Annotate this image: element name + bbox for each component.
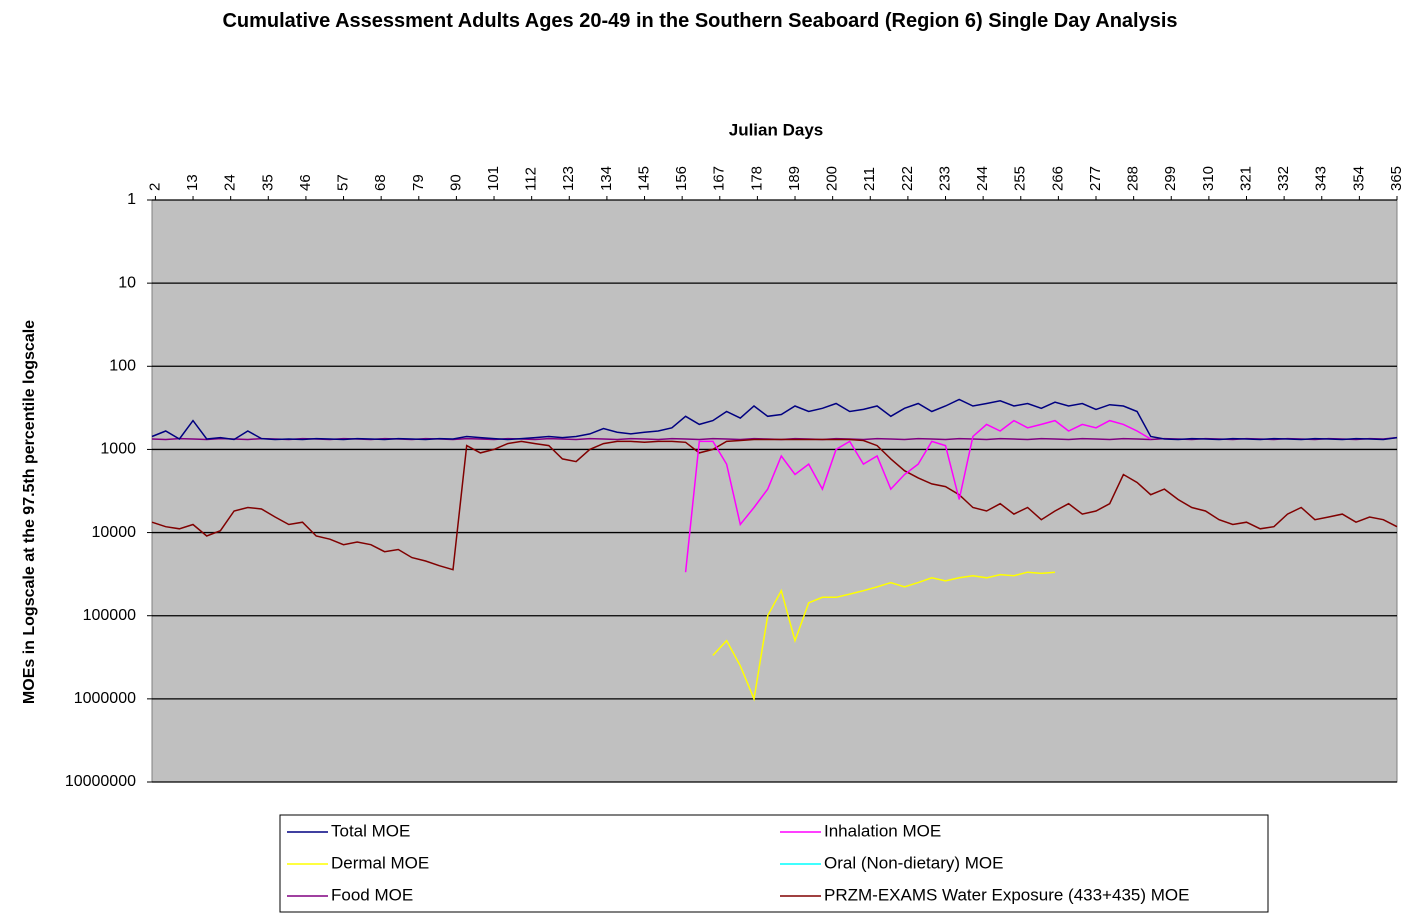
y-axis-title: MOEs in Logscale at the 97.5th percentil… xyxy=(21,320,38,704)
x-tick-label: 266 xyxy=(1049,166,1066,191)
x-tick-label: 200 xyxy=(824,166,841,191)
plot-area xyxy=(151,199,1398,783)
x-tick-label: 68 xyxy=(372,174,389,191)
x-tick-label: 233 xyxy=(936,166,953,191)
y-tick-label: 100000 xyxy=(83,607,136,624)
y-tick-label: 1000000 xyxy=(74,690,136,707)
x-tick-label: 222 xyxy=(899,166,916,191)
x-axis-title: Julian Days xyxy=(729,120,824,139)
x-tick-label: 354 xyxy=(1350,166,1367,191)
x-tick-label: 46 xyxy=(297,174,314,191)
x-tick-label: 2 xyxy=(146,183,163,191)
legend-label: Total MOE xyxy=(331,821,410,840)
chart-title: Cumulative Assessment Adults Ages 20-49 … xyxy=(222,10,1178,32)
x-tick-label: 35 xyxy=(259,174,276,191)
x-tick-label: 79 xyxy=(410,174,427,191)
legend-label: PRZM-EXAMS Water Exposure (433+435) MOE xyxy=(824,885,1189,904)
y-tick-label: 10000000 xyxy=(65,773,136,790)
x-tick-label: 13 xyxy=(184,174,201,191)
x-tick-label: 211 xyxy=(861,167,878,191)
x-tick-label: 343 xyxy=(1313,166,1330,191)
title-box: Cumulative Assessment Adults Ages 20-49 … xyxy=(222,10,1178,32)
x-tick-label: 178 xyxy=(748,166,765,191)
x-tick-label: 156 xyxy=(673,166,690,191)
x-tick-label: 288 xyxy=(1125,166,1142,191)
x-tick-label: 299 xyxy=(1162,166,1179,191)
x-tick-label: 101 xyxy=(485,166,502,191)
series-line xyxy=(151,438,1398,571)
legend-label: Oral (Non-dietary) MOE xyxy=(824,853,1003,872)
y-tick-label: 1 xyxy=(127,191,136,208)
y-tick-label: 100 xyxy=(109,358,136,375)
x-tick-label: 134 xyxy=(598,166,615,191)
series-line xyxy=(151,398,1398,441)
legend-label: Inhalation MOE xyxy=(824,821,941,840)
x-tick-label: 277 xyxy=(1087,166,1104,191)
x-tick-label: 57 xyxy=(335,174,352,191)
y-tick-label: 1000 xyxy=(100,441,136,458)
x-tick-label: 310 xyxy=(1200,166,1217,191)
series-line xyxy=(684,419,1152,573)
y-tick-label: 10 xyxy=(118,274,136,291)
legend-label: Dermal MOE xyxy=(331,853,429,872)
series-line xyxy=(712,571,1056,702)
x-tick-label: 321 xyxy=(1237,166,1254,191)
x-tick-label: 123 xyxy=(560,166,577,191)
legend xyxy=(279,814,1269,913)
x-tick-label: 365 xyxy=(1388,166,1405,191)
x-tick-label: 167 xyxy=(711,166,728,191)
x-tick-label: 189 xyxy=(786,166,803,191)
x-tick-label: 244 xyxy=(974,166,991,191)
x-tick-label: 332 xyxy=(1275,166,1292,191)
x-tick-label: 112 xyxy=(523,167,540,191)
x-tick-label: 255 xyxy=(1012,166,1029,191)
x-tick-label: 90 xyxy=(447,174,464,191)
legend-label: Food MOE xyxy=(331,885,413,904)
x-tick-label: 24 xyxy=(222,174,239,191)
x-tick-label: 145 xyxy=(635,166,652,191)
y-tick-label: 10000 xyxy=(92,524,137,541)
